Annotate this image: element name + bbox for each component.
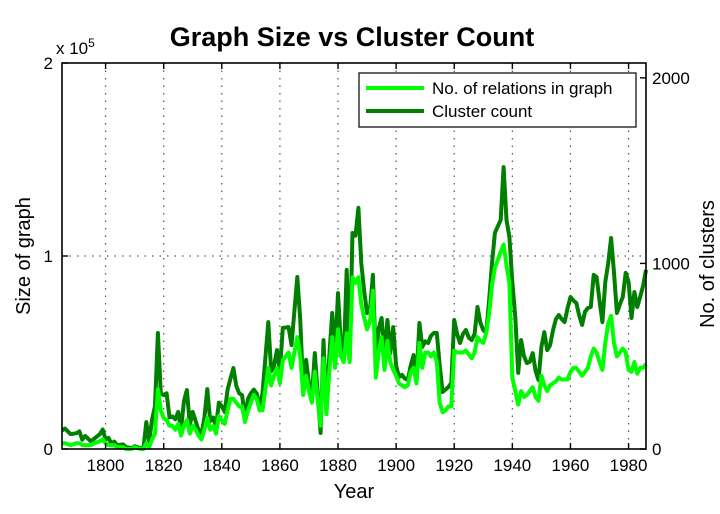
chart-title: Graph Size vs Cluster Count	[170, 22, 535, 52]
x-tick-label: 1940	[493, 456, 531, 475]
y-tick-label-left: 2	[44, 54, 53, 73]
x-axis-label: Year	[334, 481, 375, 503]
legend: No. of relations in graph Cluster count	[358, 72, 637, 128]
y-multiplier-exponent: 5	[88, 36, 95, 50]
x-tick-label: 1920	[435, 456, 473, 475]
x-tick-label: 1960	[552, 456, 590, 475]
series-lines	[60, 165, 648, 451]
y-tick-label-right: 0	[652, 440, 661, 459]
ticks: 1800 1820 1840 1860 1880 1900 1920 1940 1960 1980…	[44, 54, 690, 475]
legend-label-clusters: Cluster count	[432, 102, 532, 121]
y-tick-label-left: 0	[44, 440, 53, 459]
y-axis-label-left: Size of graph	[13, 197, 35, 315]
y-tick-label-right: 2000	[652, 69, 690, 88]
x-tick-label: 1900	[377, 456, 415, 475]
x-tick-label: 1980	[610, 456, 648, 475]
y-axis-label-right: No. of clusters	[697, 200, 719, 328]
legend-box	[358, 72, 637, 128]
series-line-clusters	[60, 165, 648, 451]
y-multiplier-base: x 10	[56, 39, 88, 58]
y-multiplier: x 105	[56, 36, 95, 58]
series-line-relations	[62, 242, 648, 451]
x-tick-label: 1800	[87, 456, 125, 475]
y-tick-label-right: 1000	[652, 254, 690, 273]
x-tick-label: 1880	[319, 456, 357, 475]
y-tick-label-left: 1	[44, 247, 53, 266]
x-tick-label: 1860	[261, 456, 299, 475]
x-tick-label: 1840	[203, 456, 241, 475]
legend-label-relations: No. of relations in graph	[432, 79, 613, 98]
x-tick-label: 1820	[145, 456, 183, 475]
